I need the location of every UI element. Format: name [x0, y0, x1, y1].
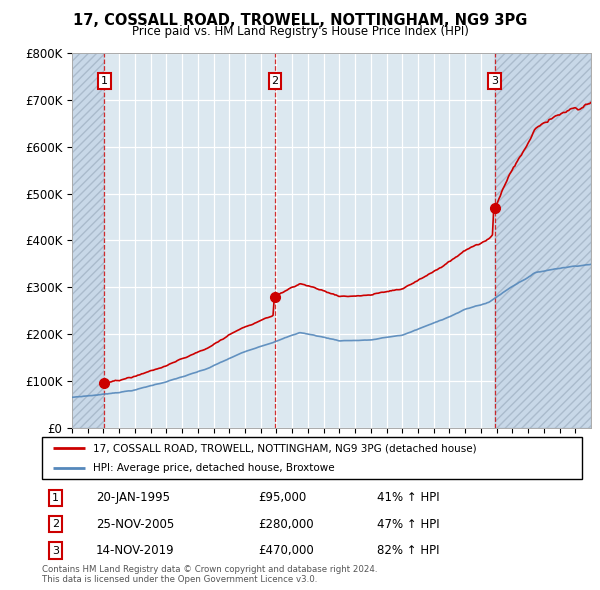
- FancyBboxPatch shape: [42, 437, 582, 479]
- Text: 17, COSSALL ROAD, TROWELL, NOTTINGHAM, NG9 3PG (detached house): 17, COSSALL ROAD, TROWELL, NOTTINGHAM, N…: [94, 443, 477, 453]
- Text: £470,000: £470,000: [258, 544, 314, 557]
- Text: 47% ↑ HPI: 47% ↑ HPI: [377, 518, 439, 531]
- Text: 3: 3: [52, 546, 59, 556]
- Text: 1: 1: [52, 493, 59, 503]
- Bar: [494, 53, 591, 428]
- Text: 25-NOV-2005: 25-NOV-2005: [96, 518, 174, 531]
- Text: Price paid vs. HM Land Registry's House Price Index (HPI): Price paid vs. HM Land Registry's House …: [131, 25, 469, 38]
- Text: Contains HM Land Registry data © Crown copyright and database right 2024.: Contains HM Land Registry data © Crown c…: [42, 565, 377, 573]
- Text: £95,000: £95,000: [258, 491, 306, 504]
- Text: 41% ↑ HPI: 41% ↑ HPI: [377, 491, 439, 504]
- Text: 3: 3: [491, 76, 498, 86]
- Text: 20-JAN-1995: 20-JAN-1995: [96, 491, 170, 504]
- Text: This data is licensed under the Open Government Licence v3.0.: This data is licensed under the Open Gov…: [42, 575, 317, 584]
- Text: 2: 2: [52, 519, 59, 529]
- Bar: [72, 53, 104, 428]
- Text: 82% ↑ HPI: 82% ↑ HPI: [377, 544, 439, 557]
- Text: 1: 1: [101, 76, 108, 86]
- Text: £280,000: £280,000: [258, 518, 314, 531]
- Text: 14-NOV-2019: 14-NOV-2019: [96, 544, 175, 557]
- Text: HPI: Average price, detached house, Broxtowe: HPI: Average price, detached house, Brox…: [94, 463, 335, 473]
- Text: 17, COSSALL ROAD, TROWELL, NOTTINGHAM, NG9 3PG: 17, COSSALL ROAD, TROWELL, NOTTINGHAM, N…: [73, 13, 527, 28]
- Text: 2: 2: [271, 76, 278, 86]
